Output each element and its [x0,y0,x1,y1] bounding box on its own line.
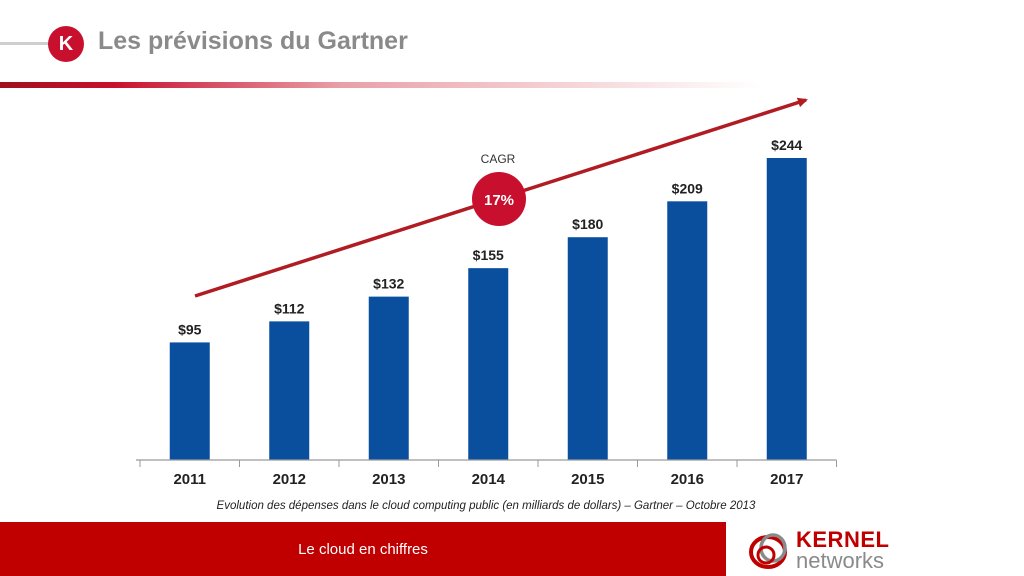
bar-value-label: $244 [771,137,802,153]
cagr-label: CAGR [481,152,516,166]
x-tick-label: 2012 [273,471,306,488]
title-underline [0,82,760,88]
bar-2013 [368,296,409,460]
x-tick-label: 2011 [173,471,206,488]
x-tick-label: 2016 [671,471,704,488]
bar-value-label: $95 [178,321,202,337]
x-tick-label: 2014 [472,471,506,488]
bar-2012 [269,321,310,460]
bar-value-label: $112 [274,300,305,316]
bar-2015 [567,237,608,460]
bar-chart: $95 2011 $112 2012 $132 2013 $155 2014 $180 2015 $… [136,97,837,488]
bar-2017 [766,158,807,460]
footer-bar: Le cloud en chiffres [0,522,726,576]
page-title: Les prévisions du Gartner [98,27,408,55]
chart-caption: Evolution des dépenses dans le cloud com… [216,500,756,512]
footer-text: Le cloud en chiffres [298,540,428,558]
kernel-logo-badge: K [48,26,84,62]
cagr-badge [472,172,526,226]
x-tick-label: 2017 [770,471,803,488]
bar-value-label: $155 [473,247,504,263]
bar-2014 [468,268,509,460]
header-divider [0,42,62,45]
x-tick-label: 2013 [372,471,405,488]
kernel-rings-icon [749,533,787,569]
x-tick-label: 2015 [571,471,604,488]
brand-logo: KERNEL networks [746,528,1016,572]
logo-letter: K [58,32,74,55]
bar-value-label: $180 [572,216,603,232]
bar-value-label: $209 [672,180,703,196]
bar-2016 [667,201,708,460]
bar-value-label: $132 [373,276,404,292]
brand-name: KERNEL [796,526,890,552]
brand-sub: networks [796,547,885,573]
cagr-value: 17% [484,192,514,209]
bar-2011 [169,342,210,460]
